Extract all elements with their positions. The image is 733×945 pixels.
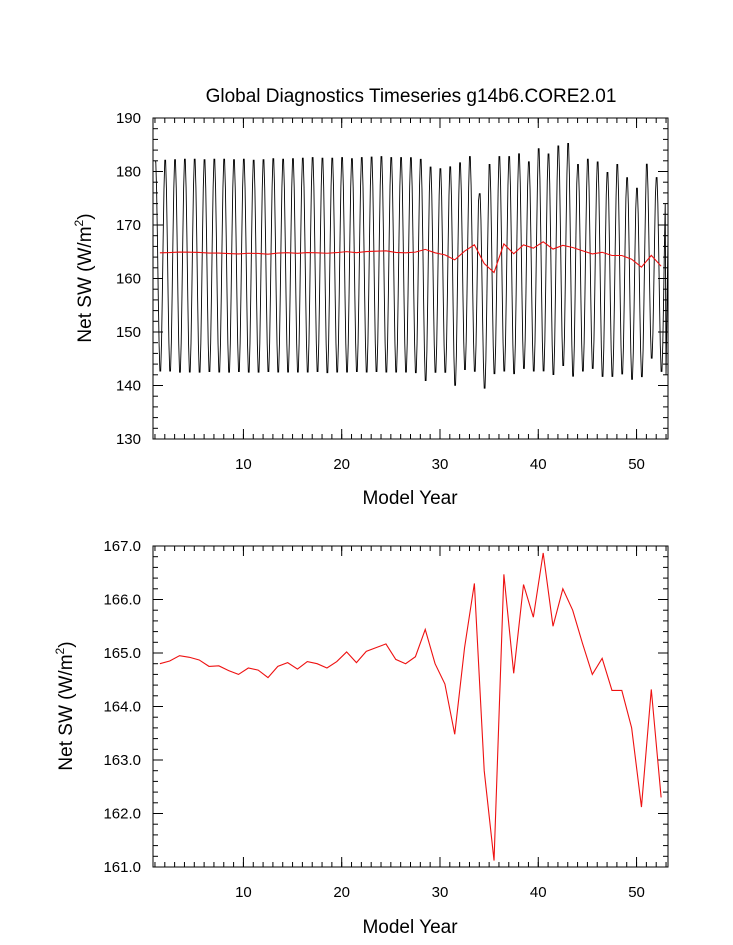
annual-mean-series-line-top: [159, 241, 662, 274]
y-tick-label: 166.0: [103, 592, 141, 609]
x-tick-label: 50: [628, 456, 645, 473]
bottom-y-tick-labels: 161.0 162.0 163.0 164.0 165.0 166.0 167.0: [103, 538, 141, 876]
x-tick-label: 50: [628, 884, 645, 901]
y-tick-label: 160: [116, 271, 141, 288]
monthly-series-line: [154, 143, 669, 389]
x-tick-label: 10: [235, 456, 252, 473]
x-tick-label: 30: [432, 456, 449, 473]
y-tick-label: 190: [116, 110, 141, 127]
x-tick-label: 10: [235, 884, 252, 901]
y-tick-label: 163.0: [103, 752, 141, 769]
top-y-label-sup: 2: [72, 219, 86, 226]
bottom-y-label-main: Net SW (W/m: [56, 654, 77, 770]
y-tick-label: 164.0: [103, 699, 141, 716]
y-tick-label: 167.0: [103, 538, 141, 555]
bottom-y-label-sup: 2: [53, 647, 67, 654]
x-tick-label: 40: [530, 884, 547, 901]
top-x-axis-label: Model Year: [362, 488, 458, 509]
x-tick-label: 20: [333, 456, 350, 473]
y-tick-label: 162.0: [103, 806, 141, 823]
top-y-label-main: Net SW (W/m: [75, 226, 96, 342]
top-x-tick-labels: 10 20 30 40 50: [235, 456, 645, 473]
x-tick-label: 30: [432, 884, 449, 901]
y-tick-label: 170: [116, 217, 141, 234]
bottom-x-axis-label: Model Year: [362, 917, 458, 938]
annual-mean-series-line-bottom: [159, 552, 662, 861]
y-tick-label: 130: [116, 431, 141, 448]
bottom-plot-frame: [152, 545, 669, 868]
top-y-axis-label: Net SW (W/m2): [72, 213, 96, 342]
y-tick-label: 150: [116, 324, 141, 341]
chart-title: Global Diagnostics Timeseries g14b6.CORE…: [206, 86, 617, 107]
bottom-x-tick-labels: 10 20 30 40 50: [235, 884, 645, 901]
y-tick-label: 161.0: [103, 859, 141, 876]
top-panel: 130 140 150 160 170 180 190 10 20 30 40 50 Model Y…: [72, 110, 669, 509]
x-tick-label: 40: [530, 456, 547, 473]
y-tick-label: 165.0: [103, 645, 141, 662]
y-tick-label: 140: [116, 378, 141, 395]
x-tick-label: 20: [333, 884, 350, 901]
y-tick-label: 180: [116, 164, 141, 181]
top-y-label-close: ): [75, 213, 96, 219]
bottom-axis-ticks: [153, 545, 668, 868]
bottom-y-axis-label: Net SW (W/m2): [53, 641, 77, 770]
bottom-panel: 161.0 162.0 163.0 164.0 165.0 166.0 167.0 10 20…: [53, 538, 669, 938]
top-y-tick-labels: 130 140 150 160 170 180 190: [116, 110, 141, 448]
bottom-y-label-close: ): [56, 641, 77, 647]
